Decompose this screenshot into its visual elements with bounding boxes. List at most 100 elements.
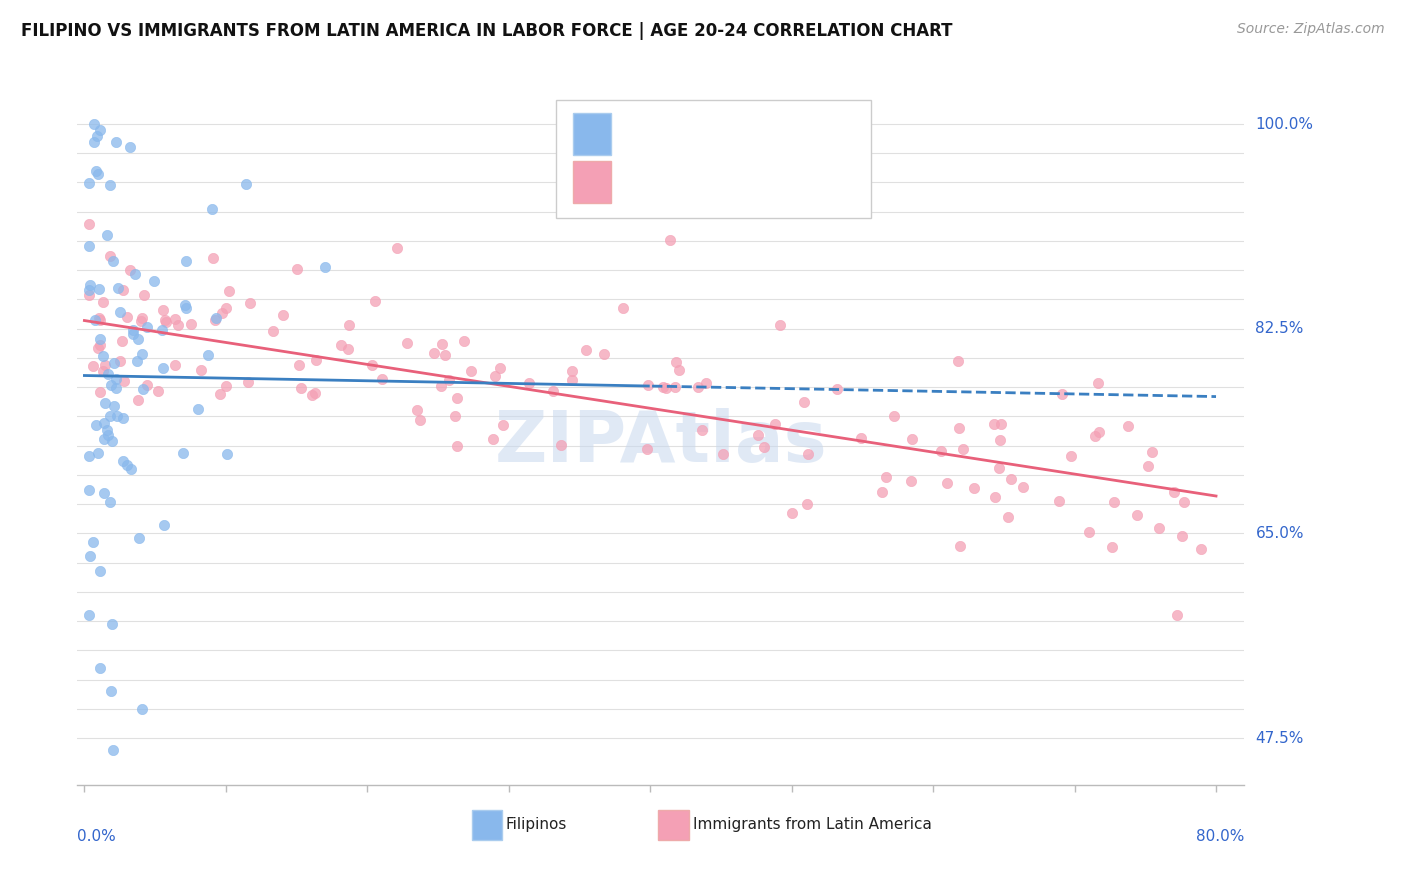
Point	[1140, 444, 1163, 458]
Point	[433, 348, 456, 362]
Point	[870, 485, 893, 500]
Point	[127, 332, 149, 346]
Point	[305, 352, 328, 367]
Point	[849, 431, 872, 445]
Point	[86, 341, 108, 355]
Point	[79, 549, 101, 563]
Point	[1078, 525, 1101, 540]
Point	[89, 384, 111, 399]
Point	[385, 241, 408, 255]
Point	[793, 394, 815, 409]
Point	[948, 421, 970, 435]
Point	[84, 163, 107, 178]
Point	[668, 363, 690, 377]
Point	[1116, 419, 1139, 434]
Point	[97, 367, 120, 381]
Point	[208, 387, 231, 401]
Point	[131, 310, 153, 325]
FancyBboxPatch shape	[658, 810, 689, 840]
Point	[768, 318, 790, 333]
Point	[91, 349, 114, 363]
Point	[1173, 495, 1195, 509]
Point	[444, 409, 467, 423]
Point	[115, 310, 138, 324]
Text: 0.0%: 0.0%	[77, 830, 117, 845]
Point	[174, 301, 197, 315]
Text: 82.5%: 82.5%	[1256, 321, 1303, 336]
Point	[211, 306, 233, 320]
Point	[371, 371, 394, 385]
Point	[304, 385, 326, 400]
Point	[541, 384, 564, 398]
Point	[125, 354, 148, 368]
Point	[82, 535, 104, 549]
Point	[111, 454, 134, 468]
Point	[797, 447, 820, 461]
Point	[83, 313, 105, 327]
Point	[103, 356, 125, 370]
Point	[79, 278, 101, 293]
Point	[104, 372, 127, 386]
Point	[84, 418, 107, 433]
Point	[1101, 541, 1123, 555]
Point	[121, 326, 143, 341]
Point	[180, 317, 202, 331]
Point	[561, 373, 583, 387]
Point	[901, 432, 924, 446]
Point	[314, 260, 336, 274]
Point	[363, 293, 385, 308]
Text: R = -0.023   N =  78: R = -0.023 N = 78	[623, 125, 790, 143]
Point	[929, 444, 952, 458]
Point	[1171, 529, 1194, 543]
Point	[337, 318, 360, 332]
Point	[690, 423, 713, 437]
Point	[655, 381, 678, 395]
Point	[900, 474, 922, 488]
Point	[1012, 480, 1035, 494]
Text: 47.5%: 47.5%	[1256, 731, 1303, 746]
Point	[112, 284, 135, 298]
Point	[360, 358, 382, 372]
FancyBboxPatch shape	[555, 100, 870, 218]
Text: 65.0%: 65.0%	[1256, 526, 1303, 541]
Point	[593, 347, 616, 361]
Point	[988, 433, 1011, 447]
Point	[1088, 425, 1111, 439]
Point	[86, 128, 108, 143]
Point	[990, 417, 1012, 431]
Point	[97, 428, 120, 442]
Point	[290, 381, 312, 395]
Text: 100.0%: 100.0%	[1256, 117, 1313, 131]
Point	[127, 393, 149, 408]
Point	[152, 361, 174, 376]
FancyBboxPatch shape	[574, 112, 610, 155]
Point	[204, 312, 226, 326]
Point	[77, 176, 100, 190]
Point	[201, 202, 224, 216]
Point	[94, 396, 117, 410]
Point	[89, 332, 111, 346]
Point	[1060, 449, 1083, 463]
Point	[163, 312, 186, 326]
Point	[93, 486, 115, 500]
Point	[135, 319, 157, 334]
Point	[190, 363, 212, 377]
Point	[575, 343, 598, 358]
Point	[89, 313, 111, 327]
Point	[517, 376, 540, 390]
Point	[98, 249, 121, 263]
Point	[98, 178, 121, 193]
Point	[82, 359, 104, 373]
Point	[437, 373, 460, 387]
Point	[101, 434, 124, 448]
Point	[86, 167, 108, 181]
Point	[1000, 472, 1022, 486]
Point	[1147, 521, 1170, 535]
Point	[1166, 608, 1188, 623]
Point	[103, 399, 125, 413]
Point	[89, 661, 111, 675]
Point	[796, 497, 818, 511]
Point	[136, 378, 159, 392]
Point	[763, 417, 786, 431]
Point	[118, 140, 141, 154]
